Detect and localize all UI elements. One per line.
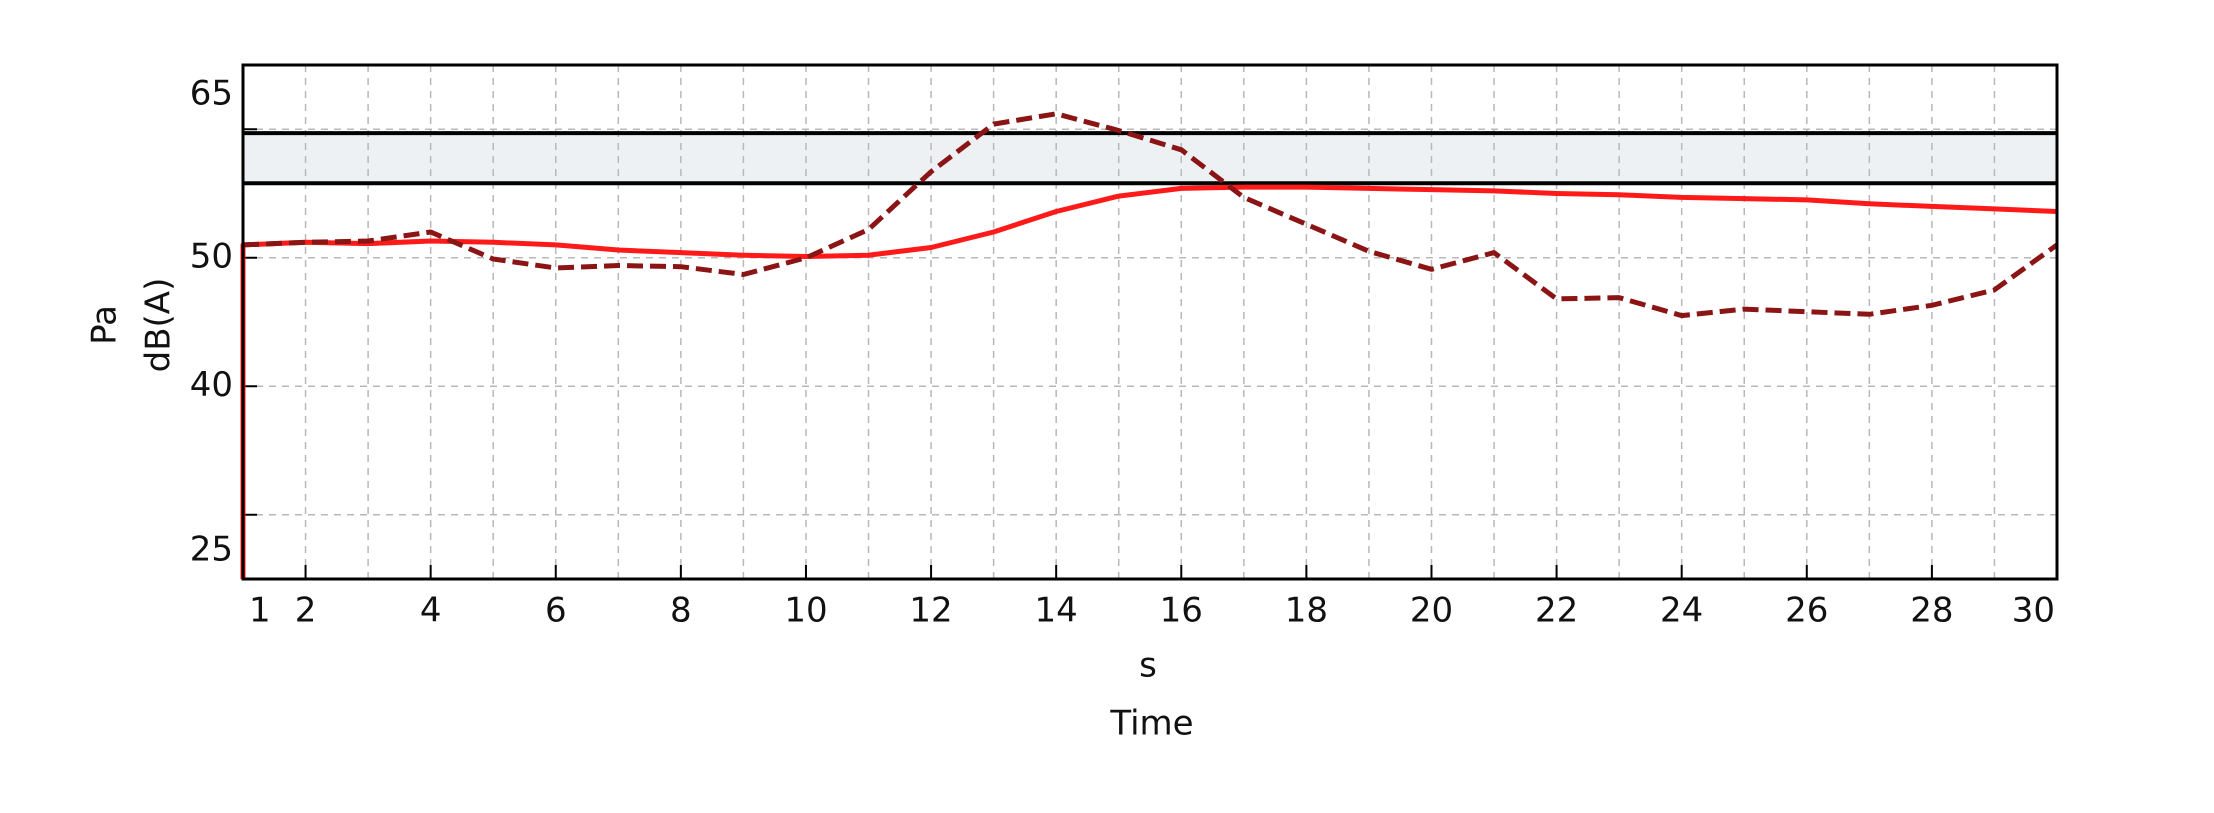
y-tick-label: 65 [190, 74, 233, 114]
x-tick-label: 12 [909, 591, 952, 631]
x-tick-label: 18 [1285, 591, 1328, 631]
x-axis-label: Time [1109, 704, 1193, 744]
x-tick-label: 24 [1660, 591, 1703, 631]
x-axis-unit: s [1139, 646, 1157, 686]
plot-frame [241, 63, 2059, 581]
series-line [240, 184, 2058, 579]
x-tick-label: 28 [1910, 591, 1953, 631]
x-tick-label: 1 [249, 591, 271, 631]
x-tick-label: 26 [1785, 591, 1828, 631]
x-tick-label: 6 [545, 591, 567, 631]
y-axis-label: dB(A) [139, 278, 179, 373]
x-tick-label: 4 [420, 591, 442, 631]
y-tick-label: 40 [190, 365, 233, 405]
x-tick-label: 30 [2012, 591, 2055, 631]
y-axis-label: Pa [85, 305, 125, 345]
x-tick-label: 8 [670, 591, 692, 631]
y-tick-label: 25 [190, 530, 233, 570]
x-tick-label: 22 [1535, 591, 1578, 631]
x-tick-label: 2 [295, 591, 317, 631]
series-line [242, 111, 2059, 319]
y-tick-label: 50 [190, 236, 233, 276]
x-tick-label: 16 [1160, 591, 1203, 631]
x-tick-label: 14 [1035, 591, 1078, 631]
x-tick-label: 10 [784, 591, 827, 631]
x-tick-label: 20 [1410, 591, 1453, 631]
